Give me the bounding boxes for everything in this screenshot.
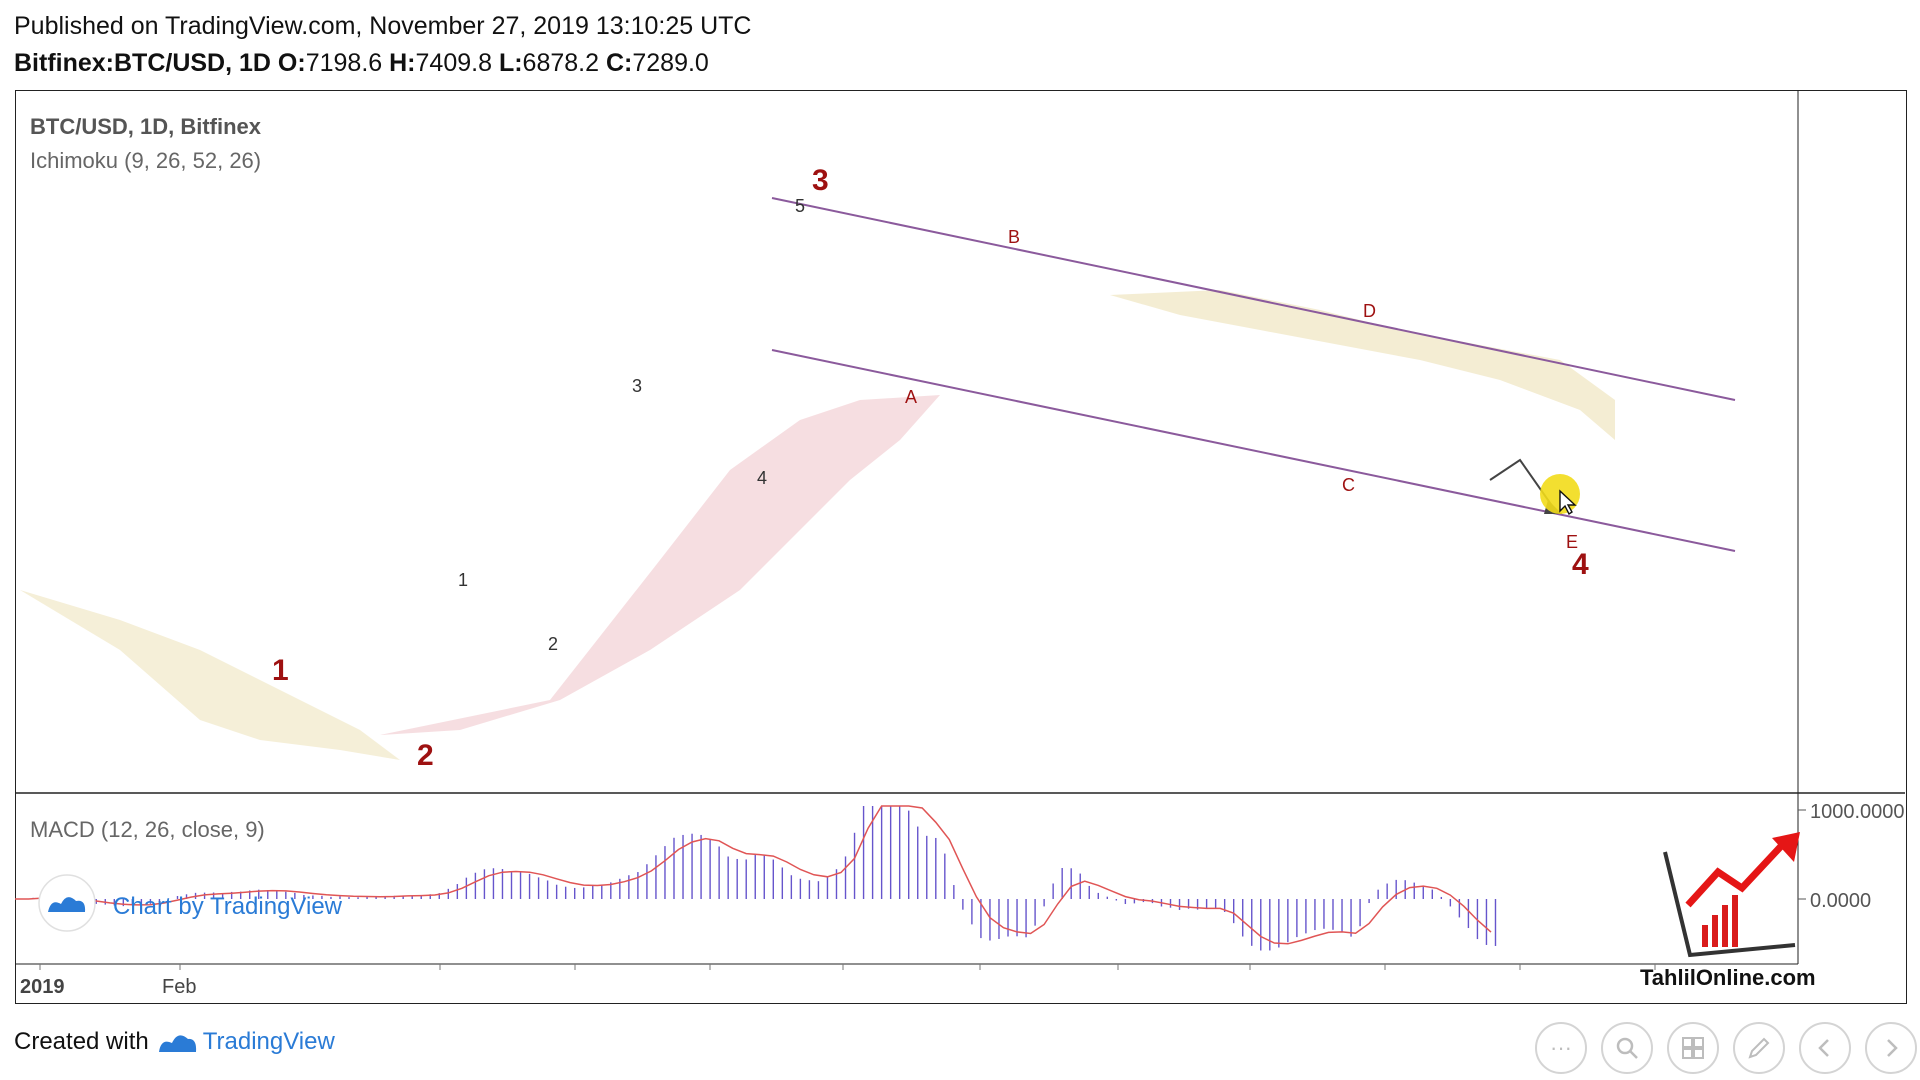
ohlc-line: Bitfinex:BTC/USD, 1D O:7198.6 H:7409.8 L… — [14, 49, 709, 78]
more-button[interactable]: ··· — [1535, 1022, 1587, 1074]
logo-bar-1 — [1702, 925, 1708, 947]
macd-tick-label: 0.0000 — [1810, 890, 1871, 912]
wave-label-corrective: B — [1008, 227, 1020, 247]
time-tick-label: Feb — [162, 976, 196, 998]
cloud-bull-late — [1110, 290, 1615, 440]
logo-bar-2 — [1712, 915, 1718, 947]
open-label: O: — [277, 49, 306, 77]
close-label: C: — [605, 49, 633, 77]
legend-title: BTC/USD, 1D, Bitfinex — [30, 114, 262, 139]
logo-bar-4 — [1732, 895, 1738, 947]
macd-tick-label: 1000.0000 — [1810, 801, 1905, 823]
macd-pane[interactable]: 1000.0000 0.0000 — [15, 801, 1905, 951]
chevron-left-icon — [1818, 1039, 1829, 1057]
wave-label-minor: 4 — [757, 468, 767, 488]
wave-label-major: 4 — [1572, 548, 1589, 581]
wave-label-minor: 5 — [795, 196, 805, 216]
cloud-bull-early — [20, 590, 400, 760]
logo-arrow-icon — [1772, 832, 1800, 862]
logo-bar-3 — [1722, 905, 1728, 947]
symbol-label: Bitfinex:BTC/USD, 1D — [14, 49, 271, 77]
descending-channel — [771, 197, 1736, 552]
created-brand[interactable]: TradingView — [202, 1028, 335, 1055]
published-line: Published on TradingView.com, November 2… — [14, 12, 752, 40]
chart-controls: ··· — [1535, 1022, 1917, 1074]
close-value: 7289.0 — [632, 49, 709, 77]
wave-label-corrective: E — [1566, 532, 1578, 552]
cursor-arrow-icon — [1559, 489, 1577, 516]
chevron-right-icon — [1887, 1039, 1898, 1057]
logo-frame — [1663, 851, 1796, 958]
time-axis[interactable]: 2019 Feb — [20, 964, 1656, 998]
cloud-bear — [380, 395, 940, 735]
wave-label-major: 2 — [417, 739, 434, 772]
low-value: 6878.2 — [522, 49, 600, 77]
ichimoku-cloud — [20, 290, 1615, 760]
macd-legend: MACD (12, 26, close, 9) — [30, 817, 265, 842]
channel-lower-line[interactable] — [771, 349, 1736, 552]
more-icon: ··· — [1550, 1035, 1572, 1060]
wave-labels: 1 2 3 4 1 2 3 4 5 A B C D E — [272, 164, 1589, 772]
wave-label-corrective: A — [905, 387, 917, 407]
wave-label-major: 1 — [272, 654, 289, 687]
low-label: L: — [498, 49, 523, 77]
wave-label-minor: 3 — [632, 376, 642, 396]
chart-frame[interactable] — [15, 90, 1907, 1004]
wave-label-corrective: D — [1363, 301, 1376, 321]
pencil-icon — [1748, 1037, 1770, 1059]
legend-indicator: Ichimoku (9, 26, 52, 26) — [30, 148, 261, 173]
next-button[interactable] — [1865, 1022, 1917, 1074]
search-icon — [1616, 1037, 1638, 1059]
open-value: 7198.6 — [305, 49, 383, 77]
wave-label-major: 3 — [812, 164, 829, 197]
prev-button[interactable] — [1799, 1022, 1851, 1074]
wave-label-corrective: C — [1342, 475, 1355, 495]
wave-label-minor: 2 — [548, 634, 558, 654]
logo-trend-line — [1685, 839, 1788, 908]
channel-upper-line[interactable] — [771, 197, 1736, 401]
wave-label-minor: 1 — [458, 570, 468, 590]
zoom-button[interactable] — [1601, 1022, 1653, 1074]
layout-button[interactable] — [1667, 1022, 1719, 1074]
tradingview-cloud-icon — [158, 1035, 196, 1052]
watermark-text: Chart by TradingView — [113, 893, 343, 920]
high-value: 7409.8 — [415, 49, 492, 77]
draw-button[interactable] — [1733, 1022, 1785, 1074]
tahlilonline-logo: TahlilOnline.com — [1640, 832, 1816, 990]
tradingview-logo-icon — [48, 897, 86, 912]
time-tick-label: 2019 — [20, 976, 65, 998]
created-label: Created with — [14, 1028, 149, 1055]
layout-icon — [1682, 1037, 1704, 1059]
high-label: H: — [389, 49, 416, 77]
macd-signal-line — [15, 805, 1492, 945]
logo-text: TahlilOnline.com — [1640, 965, 1816, 990]
tradingview-watermark[interactable]: Chart by TradingView — [38, 874, 343, 932]
created-with: Created with TradingView — [14, 1028, 335, 1056]
